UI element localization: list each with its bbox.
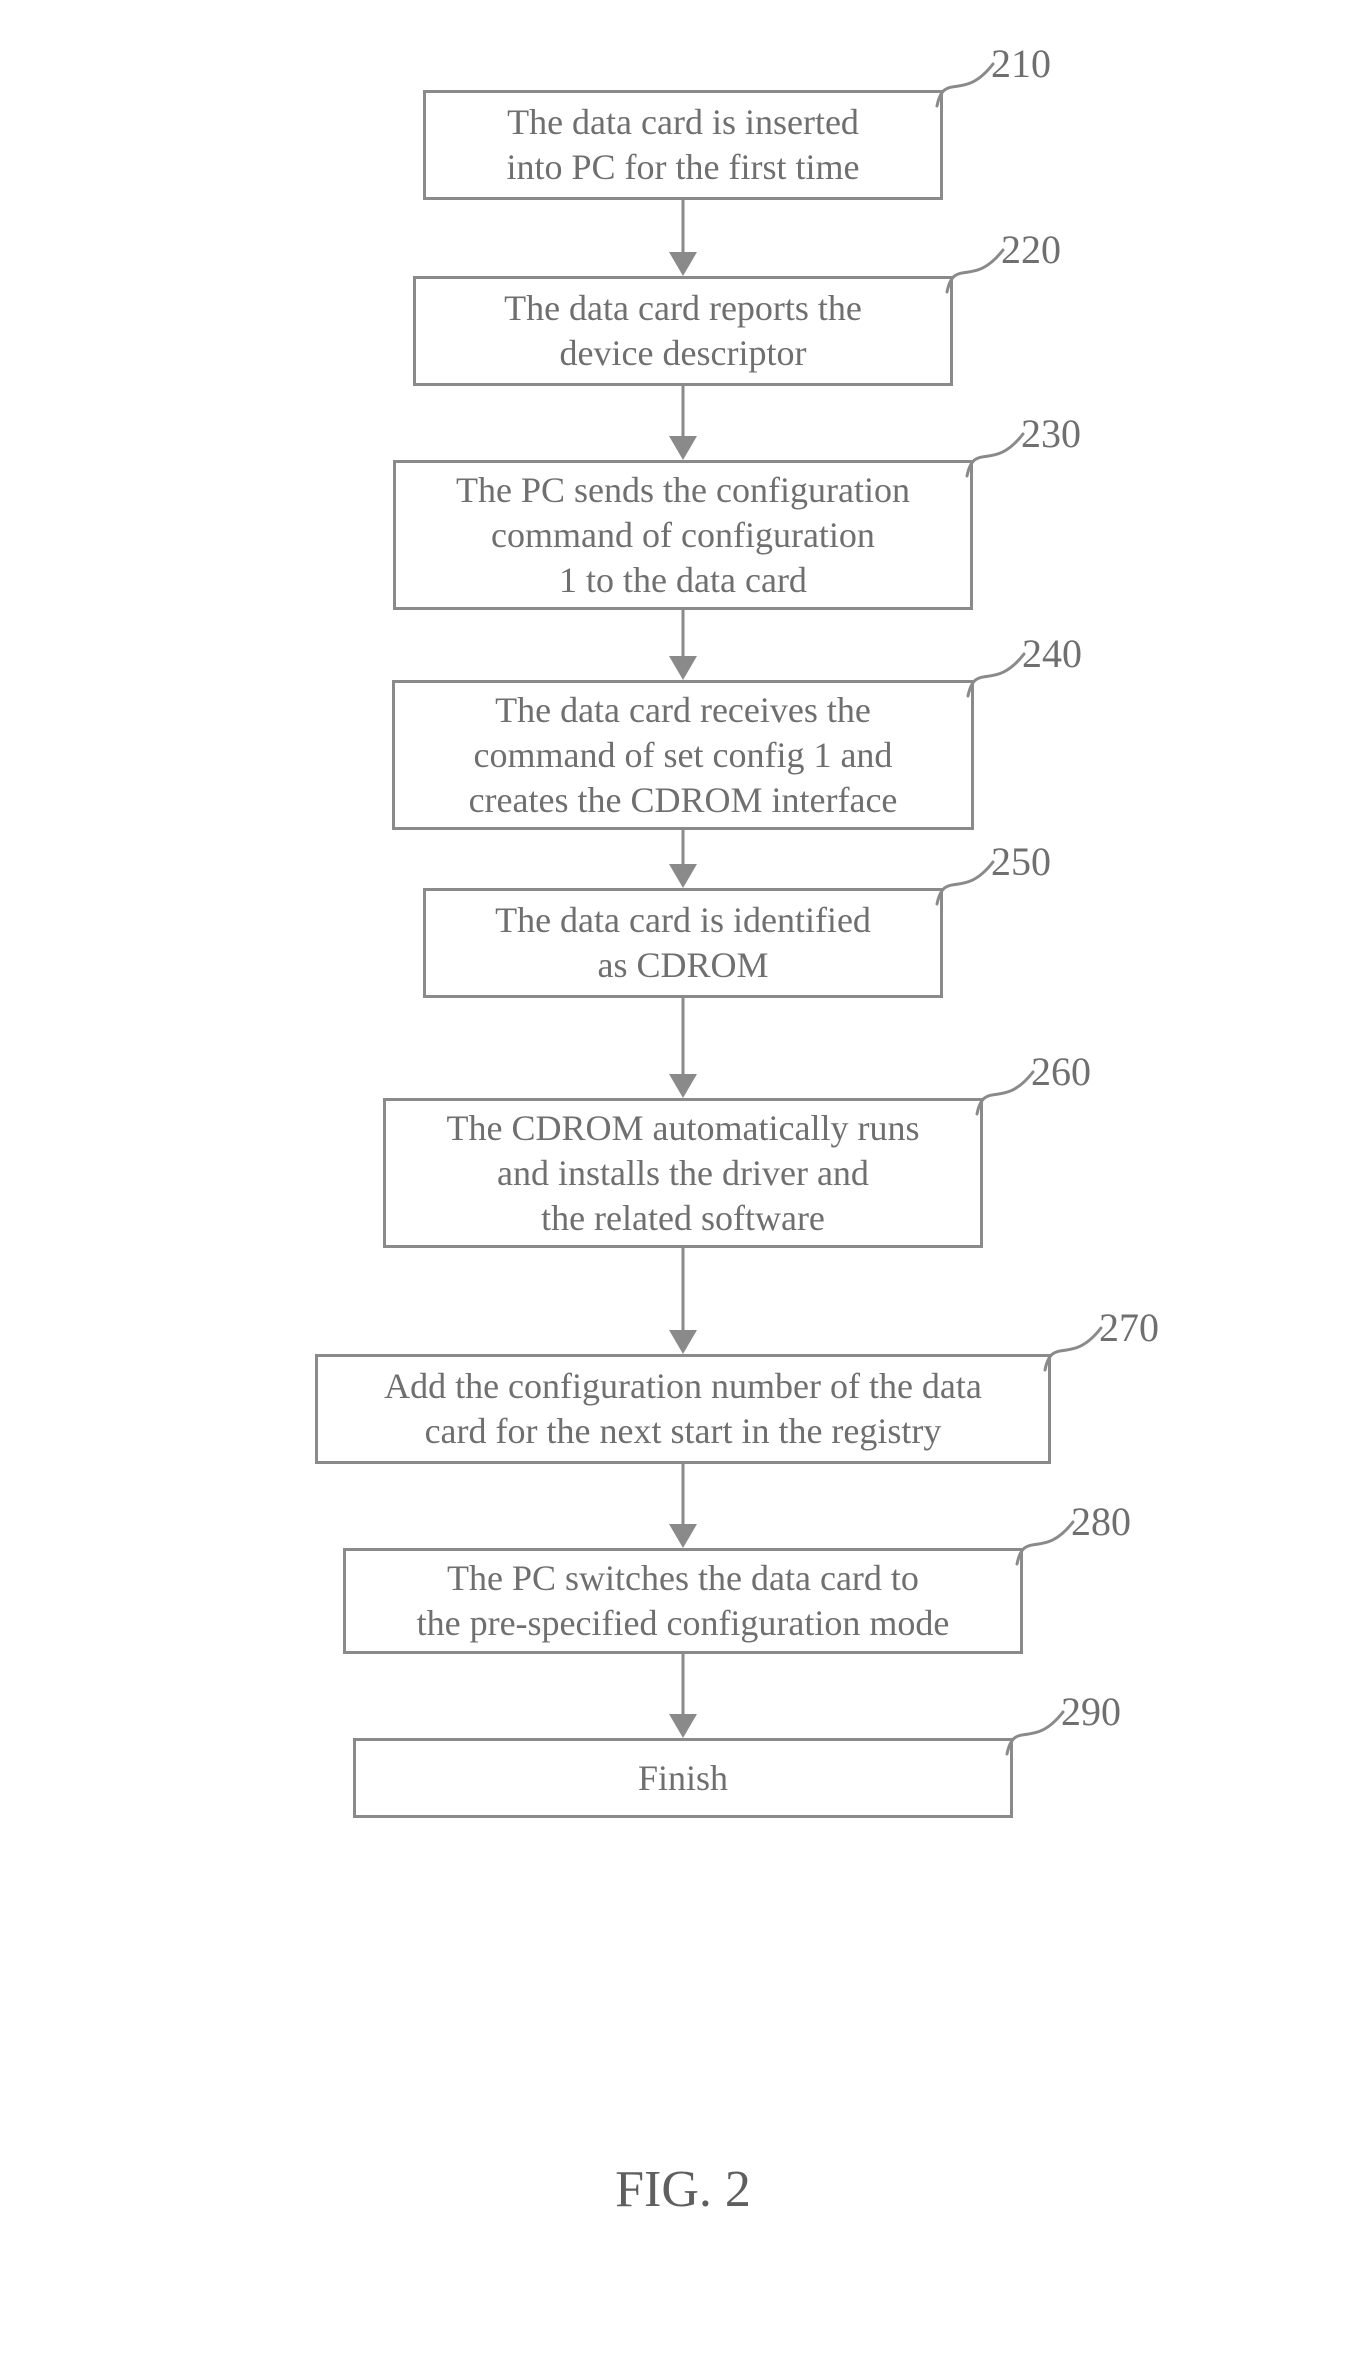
ref-connector: [975, 1066, 1037, 1116]
arrow-head-icon: [669, 1330, 697, 1354]
flow-box-text: The CDROM automatically runs and install…: [447, 1106, 920, 1241]
flow-box: The PC switches the data card to the pre…: [343, 1548, 1023, 1654]
arrow-line: [682, 830, 685, 864]
ref-connector: [1043, 1322, 1105, 1372]
arrow-line: [682, 200, 685, 252]
flow-step: The PC sends the configuration command o…: [393, 460, 973, 610]
flow-box: The PC sends the configuration command o…: [393, 460, 973, 610]
flow-box: The CDROM automatically runs and install…: [383, 1098, 983, 1248]
ref-number: 260: [1031, 1048, 1091, 1095]
arrow-head-icon: [669, 1524, 697, 1548]
ref-connector: [966, 648, 1028, 698]
figure-caption: FIG. 2: [615, 2160, 751, 2219]
flow-box-text: The PC switches the data card to the pre…: [417, 1556, 950, 1646]
flow-step: Add the configuration number of the data…: [315, 1354, 1051, 1464]
flow-step: The data card receives the command of se…: [392, 680, 974, 830]
flow-box-text: Add the configuration number of the data…: [384, 1364, 982, 1454]
ref-number: 290: [1061, 1688, 1121, 1735]
arrow-line: [682, 1248, 685, 1330]
flow-step: The PC switches the data card to the pre…: [343, 1548, 1023, 1654]
ref-number: 230: [1021, 410, 1081, 457]
flow-box-text: The data card receives the command of se…: [469, 688, 898, 823]
arrow-head-icon: [669, 252, 697, 276]
arrow-line: [682, 998, 685, 1074]
arrow-head-icon: [669, 1714, 697, 1738]
arrow-line: [682, 386, 685, 436]
arrow-line: [682, 1654, 685, 1714]
ref-connector: [965, 428, 1027, 478]
ref-connector: [935, 856, 997, 906]
arrow-line: [682, 1464, 685, 1524]
ref-connector: [1005, 1706, 1067, 1756]
arrow-head-icon: [669, 656, 697, 680]
ref-number: 220: [1001, 226, 1061, 273]
ref-number: 270: [1099, 1304, 1159, 1351]
ref-connector: [935, 58, 997, 108]
flow-box: The data card is identified as CDROM: [423, 888, 943, 998]
flow-step: The data card is identified as CDROM250: [423, 888, 943, 998]
arrow-head-icon: [669, 436, 697, 460]
flow-step: The data card is inserted into PC for th…: [423, 90, 943, 200]
flow-step: Finish290: [353, 1738, 1013, 1818]
flow-box: The data card reports the device descrip…: [413, 276, 953, 386]
flow-box: The data card is inserted into PC for th…: [423, 90, 943, 200]
flow-box-text: Finish: [638, 1756, 728, 1801]
arrow-head-icon: [669, 864, 697, 888]
flow-box-text: The data card reports the device descrip…: [504, 286, 862, 376]
ref-connector: [1015, 1516, 1077, 1566]
ref-number: 210: [991, 40, 1051, 87]
flow-box: The data card receives the command of se…: [392, 680, 974, 830]
flowchart: The data card is inserted into PC for th…: [315, 90, 1051, 1818]
ref-connector: [945, 244, 1007, 294]
ref-number: 280: [1071, 1498, 1131, 1545]
flow-box: Finish: [353, 1738, 1013, 1818]
flow-box: Add the configuration number of the data…: [315, 1354, 1051, 1464]
arrow-head-icon: [669, 1074, 697, 1098]
flow-box-text: The data card is inserted into PC for th…: [507, 100, 860, 190]
flow-step: The data card reports the device descrip…: [413, 276, 953, 386]
arrow-line: [682, 610, 685, 656]
flow-box-text: The PC sends the configuration command o…: [456, 468, 910, 603]
ref-number: 240: [1022, 630, 1082, 677]
diagram-canvas: The data card is inserted into PC for th…: [0, 0, 1366, 2368]
flow-step: The CDROM automatically runs and install…: [383, 1098, 983, 1248]
ref-number: 250: [991, 838, 1051, 885]
flow-box-text: The data card is identified as CDROM: [495, 898, 871, 988]
